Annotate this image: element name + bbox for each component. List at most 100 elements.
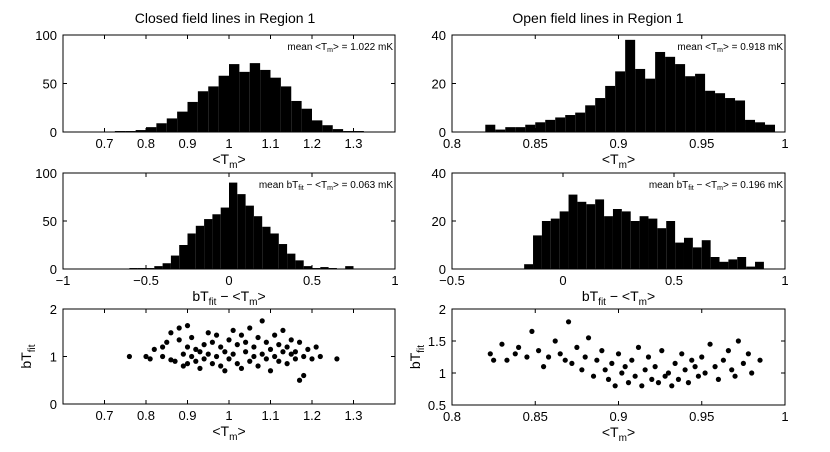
histogram-bar xyxy=(705,90,716,132)
scatter-point xyxy=(655,380,662,386)
scatter-point xyxy=(305,346,311,352)
scatter-point xyxy=(230,327,236,333)
scatter-point xyxy=(213,332,220,338)
y-tick-label: 100 xyxy=(35,28,57,43)
histogram-bar xyxy=(695,73,706,132)
histogram-bar xyxy=(495,129,506,132)
histogram-bar xyxy=(208,86,219,132)
scatter-point xyxy=(172,358,178,364)
scatter-point xyxy=(659,348,665,354)
histogram-bar xyxy=(565,115,576,132)
scatter-point xyxy=(301,372,307,379)
histogram-bar xyxy=(665,56,676,133)
scatter-point xyxy=(276,342,282,348)
scatter-point xyxy=(665,370,672,376)
scatter-point xyxy=(735,338,741,344)
scatter-point xyxy=(309,356,315,362)
histogram-bar xyxy=(692,247,702,269)
histogram-bar xyxy=(229,64,240,132)
histogram-bar xyxy=(533,235,542,269)
scatter-point xyxy=(682,367,688,373)
histogram-bar xyxy=(577,201,587,269)
scatter-point xyxy=(729,367,735,373)
scatter-point xyxy=(259,318,265,324)
histogram-bar xyxy=(701,240,711,269)
scatter-point xyxy=(201,342,207,348)
scatter-point xyxy=(605,376,612,382)
scatter-point xyxy=(334,356,340,362)
histogram-bar xyxy=(156,123,167,132)
scatter-point xyxy=(317,353,323,360)
histogram-bar xyxy=(655,51,666,132)
x-tick-label: 0.85 xyxy=(523,409,548,424)
scatter-point xyxy=(296,377,303,383)
histogram-bar xyxy=(197,91,209,132)
x-tick-label: 0.9 xyxy=(178,136,196,151)
x-tick-label: 1 xyxy=(391,273,398,288)
scatter-point xyxy=(594,357,600,363)
scatter-point xyxy=(205,351,211,357)
histogram-bar xyxy=(245,205,254,269)
histogram-bar xyxy=(204,219,213,269)
x-tick-label: 1 xyxy=(225,408,232,423)
scatter-point xyxy=(552,338,558,344)
scatter-point xyxy=(292,349,298,355)
scatter-point xyxy=(599,348,605,354)
histogram-bar xyxy=(535,122,546,132)
scatter-point xyxy=(582,354,588,360)
histogram-bar xyxy=(135,130,146,132)
scatter-point xyxy=(160,353,166,360)
scatter-point xyxy=(619,370,625,376)
scatter-point xyxy=(679,351,685,357)
histogram-bar xyxy=(675,64,686,132)
scatter-point xyxy=(609,360,615,366)
y-tick-label: 0.5 xyxy=(428,398,446,413)
x-tick-label: 1.1 xyxy=(261,136,279,151)
histogram-bar xyxy=(270,77,281,132)
mean-annotation: mean <Tm> = 0.918 mK xyxy=(677,42,783,54)
scatter-point xyxy=(234,361,240,367)
histogram-bar xyxy=(260,69,271,132)
histogram-bar xyxy=(212,214,221,269)
x-tick-label: 1 xyxy=(225,136,232,151)
scatter-point xyxy=(189,353,195,360)
histogram-bar xyxy=(755,261,764,269)
scatter-point xyxy=(579,367,585,373)
scatter-point xyxy=(205,330,211,336)
histogram-bar xyxy=(187,233,196,269)
scatter-point xyxy=(562,357,568,363)
scatter-point xyxy=(259,351,265,357)
scatter-point xyxy=(168,330,174,336)
x-tick-label: 1.3 xyxy=(344,408,362,423)
scatter-point xyxy=(164,339,170,345)
histogram-bar xyxy=(725,98,736,132)
x-axis-label: bTfit − <Tm> xyxy=(582,288,655,308)
scatter-point xyxy=(715,376,722,382)
scatter-point xyxy=(280,327,286,333)
scatter-point xyxy=(565,319,572,325)
histogram-bar xyxy=(515,127,526,132)
x-axis-label: <Tm> xyxy=(602,424,635,444)
scatter-point xyxy=(255,334,261,341)
scatter-point xyxy=(707,341,713,347)
scatter-point xyxy=(180,351,186,357)
histogram-bar xyxy=(765,124,776,132)
histogram-bar xyxy=(301,108,312,132)
x-tick-label: 0.9 xyxy=(178,408,196,423)
histogram-bar xyxy=(648,218,658,269)
histogram-bar xyxy=(683,237,693,269)
histogram-bar xyxy=(278,244,288,269)
x-tick-label: −0.5 xyxy=(439,273,465,288)
y-tick-label: 20 xyxy=(432,214,446,229)
scatter-point xyxy=(218,344,224,350)
y-tick-label: 100 xyxy=(35,166,57,181)
scatter-point xyxy=(263,339,269,345)
scatter-point xyxy=(251,344,257,350)
scatter-point xyxy=(516,344,522,350)
scatter-point xyxy=(238,365,245,371)
histogram-bar xyxy=(575,112,586,132)
scatter-point xyxy=(160,344,166,350)
scatter-point xyxy=(669,383,675,389)
scatter-point xyxy=(276,358,282,364)
x-tick-label: 0.8 xyxy=(443,409,461,424)
